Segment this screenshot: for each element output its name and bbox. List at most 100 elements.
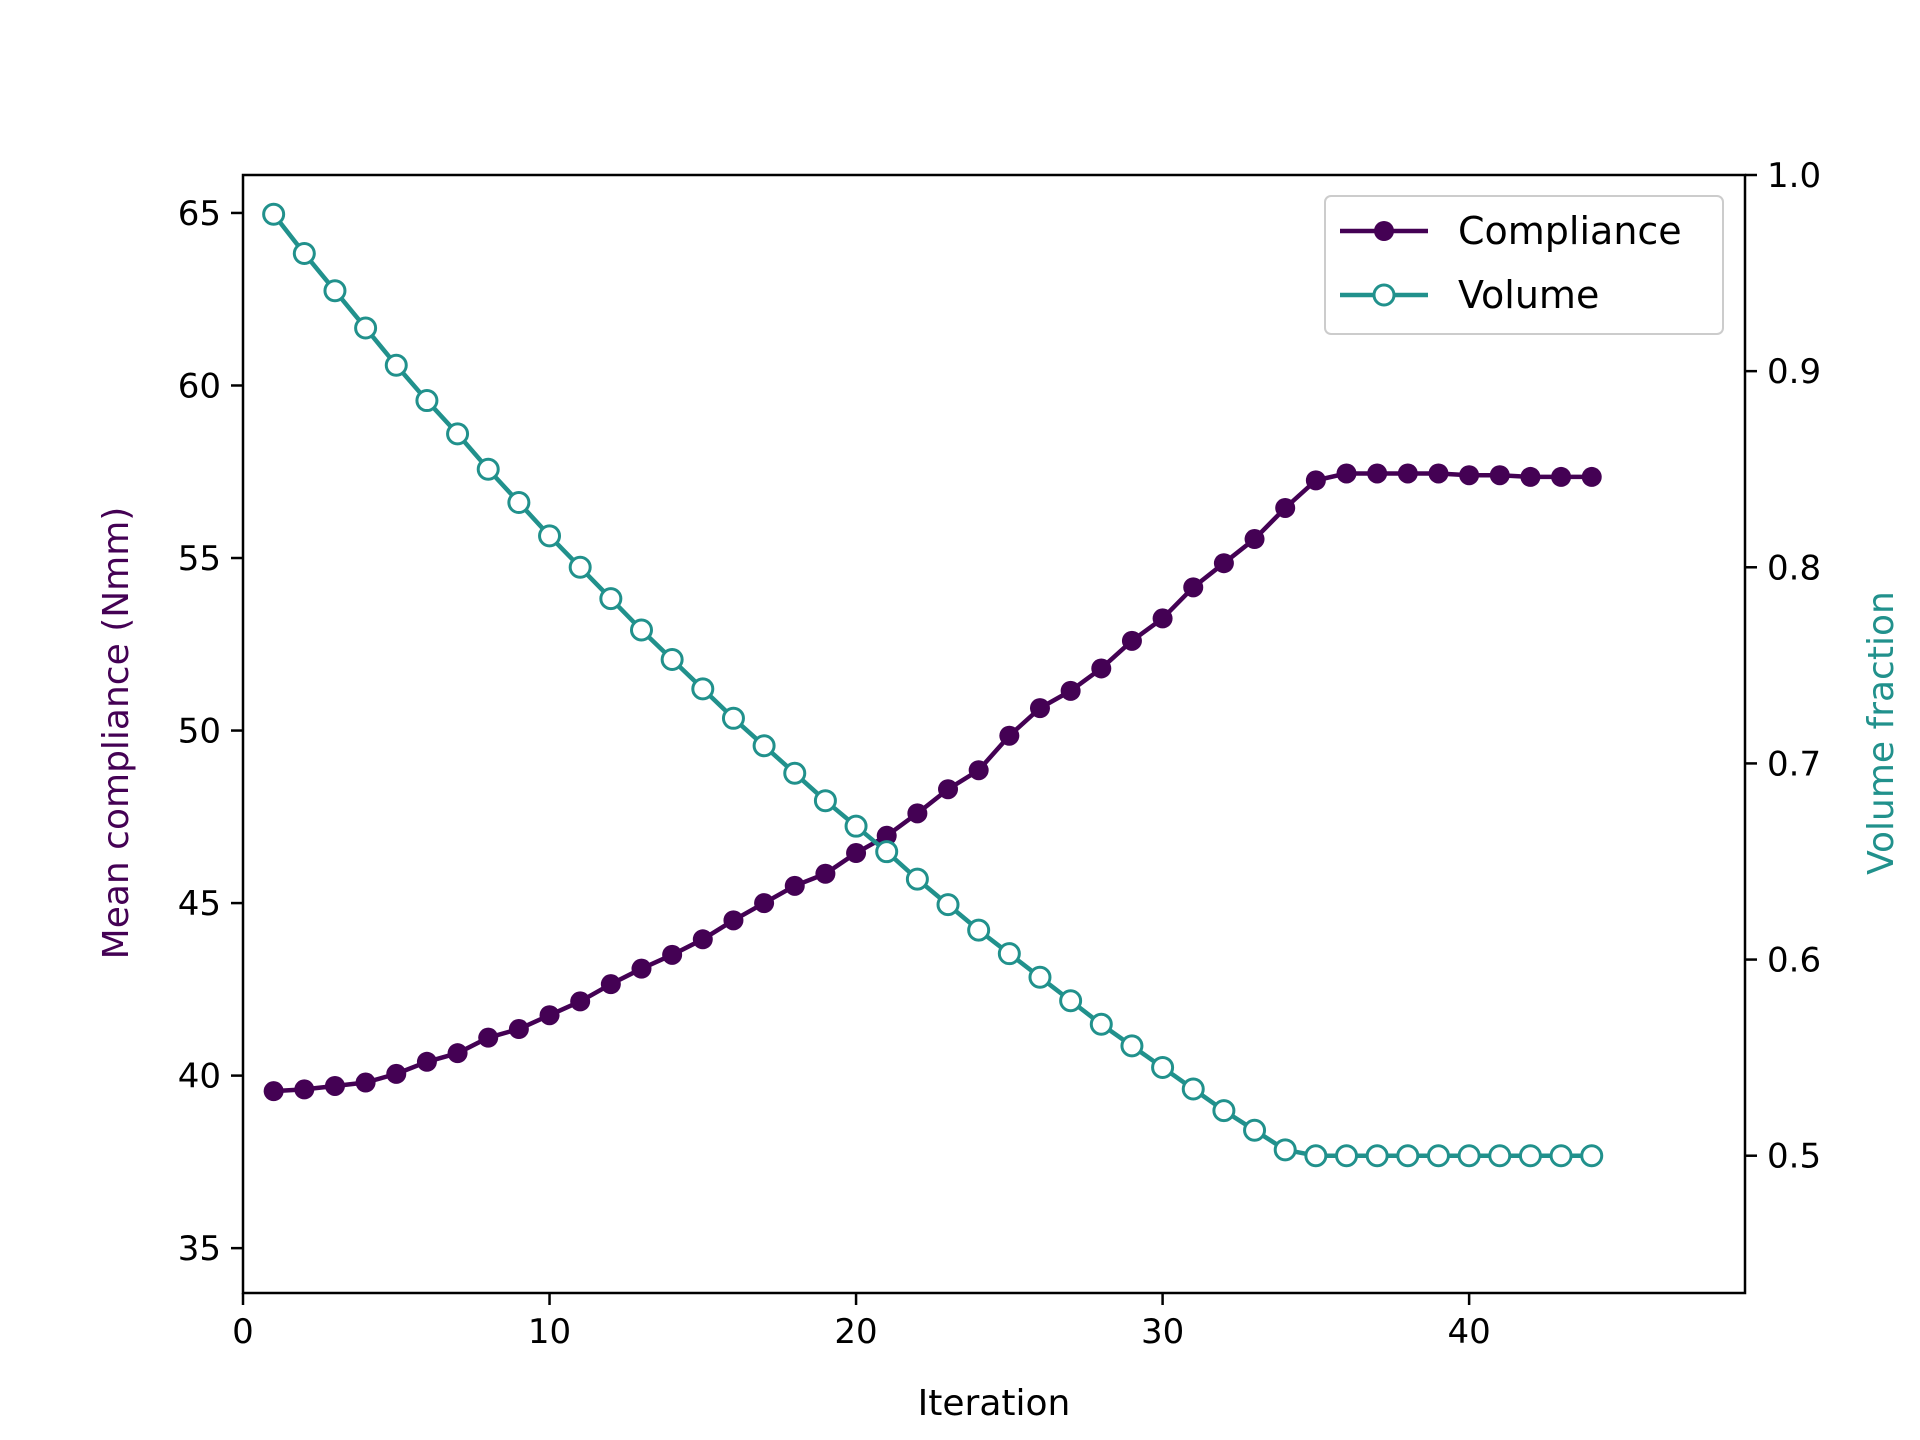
- compliance-data-point: [1367, 463, 1388, 484]
- volume-data-point: [813, 789, 837, 813]
- volume-data-point: [629, 618, 653, 642]
- volume-data-point: [415, 389, 439, 413]
- compliance-data-point: [1520, 466, 1541, 487]
- volume-data-point: [446, 422, 470, 446]
- volume-data-point: [1396, 1144, 1420, 1168]
- right-y-axis-title: Volume fraction: [1861, 591, 1902, 875]
- compliance-data-point: [294, 1079, 315, 1100]
- compliance-data-point: [754, 893, 775, 914]
- right-y-tick-label: 0.8: [1767, 548, 1821, 588]
- compliance-data-point: [539, 1005, 560, 1026]
- compliance-data-point: [1336, 463, 1357, 484]
- right-y-tick-label: 1.0: [1767, 156, 1821, 196]
- compliance-data-point: [662, 944, 683, 965]
- volume-data-point: [1089, 1012, 1113, 1036]
- volume-data-point: [1151, 1055, 1175, 1079]
- compliance-data-point: [938, 779, 959, 800]
- volume-data-point: [844, 814, 868, 838]
- volume-data-point: [1243, 1118, 1267, 1142]
- plot-frame: [241, 173, 1747, 1295]
- compliance-data-point: [324, 1075, 345, 1096]
- compliance-data-point: [631, 958, 652, 979]
- right-y-tick-label: 0.7: [1767, 744, 1821, 784]
- compliance-data-point: [968, 760, 989, 781]
- volume-data-point: [1426, 1144, 1450, 1168]
- volume-data-point: [1212, 1099, 1236, 1123]
- volume-data-point: [1488, 1144, 1512, 1168]
- volume-data-point: [507, 491, 531, 515]
- volume-data-point: [568, 555, 592, 579]
- left-y-tick-label: 45: [178, 884, 221, 924]
- volume-data-point: [1181, 1077, 1205, 1101]
- volume-data-point: [599, 587, 623, 611]
- volume-data-point: [1028, 965, 1052, 989]
- volume-data-point: [875, 840, 899, 864]
- compliance-data-point: [1152, 608, 1173, 629]
- volume-data-point: [538, 524, 562, 548]
- compliance-data-point: [815, 863, 836, 884]
- volume-data-point: [905, 867, 929, 891]
- right-y-tick-label: 0.9: [1767, 352, 1821, 392]
- x-tick-label: 0: [232, 1312, 254, 1352]
- volume-data-point: [997, 942, 1021, 966]
- left-y-tick-label: 35: [178, 1229, 221, 1269]
- compliance-data-point: [1428, 463, 1449, 484]
- volume-data-point: [1335, 1144, 1359, 1168]
- x-tick-label: 40: [1447, 1312, 1490, 1352]
- compliance-data-point: [1060, 680, 1081, 701]
- volume-data-point: [1304, 1144, 1328, 1168]
- compliance-data-point: [1029, 698, 1050, 719]
- volume-data-point: [1273, 1138, 1297, 1162]
- compliance-data-point: [1244, 529, 1265, 550]
- compliance-data-point: [692, 929, 713, 950]
- x-tick-label: 20: [834, 1312, 877, 1352]
- left-y-tick-label: 60: [178, 366, 221, 406]
- compliance-data-point: [355, 1072, 376, 1093]
- legend-item-volume: Volume: [1340, 273, 1599, 317]
- volume-data-point: [691, 677, 715, 701]
- compliance-data-point: [1091, 658, 1112, 679]
- series-layer: [262, 202, 1604, 1168]
- volume-data-point: [936, 893, 960, 917]
- compliance-data-point: [1551, 466, 1572, 487]
- legend-compliance-label: Compliance: [1458, 209, 1682, 253]
- volume-data-point: [1457, 1144, 1481, 1168]
- compliance-data-point: [447, 1043, 468, 1064]
- x-tick-label: 30: [1141, 1312, 1184, 1352]
- compliance-data-point: [478, 1027, 499, 1048]
- right-y-tick-label: 0.5: [1767, 1137, 1821, 1177]
- compliance-data-point: [1581, 466, 1602, 487]
- volume-data-point: [1580, 1144, 1604, 1168]
- compliance-data-point: [1489, 465, 1510, 486]
- legend-volume-label: Volume: [1458, 273, 1599, 317]
- compliance-data-point: [784, 875, 805, 896]
- volume-data-point: [292, 241, 316, 265]
- legend-item-compliance: Compliance: [1340, 209, 1682, 253]
- volume-data-point: [1518, 1144, 1542, 1168]
- left-y-tick-label: 50: [178, 712, 221, 752]
- volume-data-point: [967, 918, 991, 942]
- volume-data-point: [1365, 1144, 1389, 1168]
- volume-data-point: [384, 353, 408, 377]
- volume-data-point: [1120, 1034, 1144, 1058]
- compliance-data-point: [1183, 577, 1204, 598]
- compliance-data-point: [386, 1063, 407, 1084]
- compliance-data-point: [570, 991, 591, 1012]
- compliance-data-point: [1275, 497, 1296, 518]
- compliance-data-point: [907, 803, 928, 824]
- legend-compliance-marker: [1374, 221, 1394, 241]
- left-y-tick-label: 65: [178, 194, 221, 234]
- compliance-data-point: [416, 1051, 437, 1072]
- left-y-axis-title: Mean compliance (Nmm): [96, 507, 137, 960]
- right-y-axis: 0.5 0.6 0.7 0.8 0.9 1.0: [1745, 156, 1821, 1177]
- compliance-data-point: [876, 825, 897, 846]
- volume-data-point: [783, 761, 807, 785]
- volume-data-point: [1549, 1144, 1573, 1168]
- left-y-tick-label: 40: [178, 1057, 221, 1097]
- compliance-data-point: [1305, 470, 1326, 491]
- compliance-data-point: [723, 910, 744, 931]
- volume-data-point: [262, 202, 286, 226]
- legend: Compliance Volume: [1324, 195, 1724, 335]
- volume-data-point: [721, 706, 745, 730]
